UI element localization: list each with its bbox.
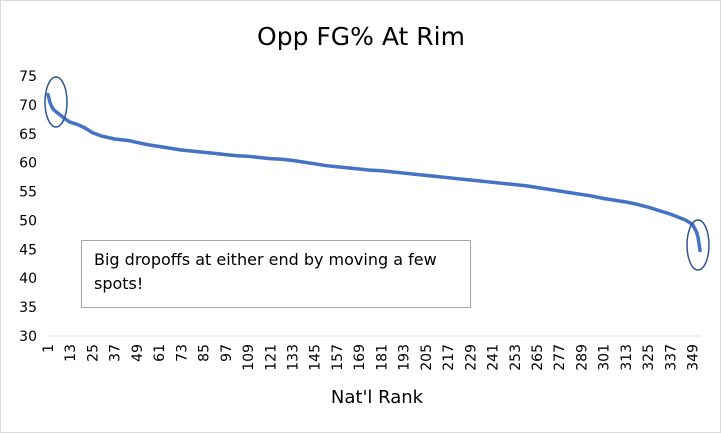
x-tick-label: 337 [663,344,679,371]
x-tick-label: 289 [574,344,590,371]
x-tick-label: 97 [219,344,235,362]
x-tick-label: 25 [85,344,101,362]
x-tick-label: 301 [597,344,613,371]
y-tick-label: 45 [19,242,37,258]
x-tick-label: 217 [441,344,457,371]
x-tick-label: 253 [508,344,524,371]
x-tick-label: 241 [486,344,502,371]
x-axis: 1 13 25 37 49 61 73 85 97 109 121 133 145 157 169 181 19… [41,344,702,371]
chart-title: Opp FG% At Rim [257,22,465,51]
x-tick-label: 109 [241,344,257,371]
y-tick-label: 50 [19,213,37,229]
x-tick-label: 181 [374,344,390,371]
x-tick-label: 121 [263,344,279,371]
x-tick-label: 157 [330,344,346,371]
y-tick-label: 65 [19,127,37,143]
x-tick-label: 73 [174,344,190,362]
x-axis-label: Nat'l Rank [331,387,424,408]
series-line [46,92,702,253]
x-tick-label: 169 [352,344,368,371]
highlight-ellipse-bottom [686,219,710,271]
highlight-ellipse-top [44,76,68,128]
y-tick-label: 70 [19,98,37,114]
y-tick-label: 30 [19,329,37,345]
y-tick-label: 75 [19,69,37,85]
x-tick-label: 37 [108,344,124,362]
x-tick-label: 313 [619,344,635,371]
x-tick-label: 61 [152,344,168,362]
x-tick-label: 85 [197,344,213,362]
x-tick-label: 193 [397,344,413,371]
annotation-box: Big dropoffs at either end by moving a f… [81,240,471,308]
x-tick-label: 349 [686,344,702,371]
y-tick-label: 40 [19,271,37,287]
y-axis: 30 35 40 45 50 55 60 65 70 75 [19,69,37,345]
x-tick-label: 49 [130,344,146,362]
x-tick-label: 205 [419,344,435,371]
y-tick-label: 60 [19,156,37,172]
x-tick-label: 133 [286,344,302,371]
x-tick-label: 229 [463,344,479,371]
x-tick-label: 13 [63,344,79,362]
x-tick-label: 277 [552,344,568,371]
y-tick-label: 35 [19,300,37,316]
x-tick-label: 265 [530,344,546,371]
x-tick-label: 325 [641,344,657,371]
y-tick-label: 55 [19,185,37,201]
x-tick-label: 145 [308,344,324,371]
x-tick-label: 1 [41,344,57,353]
